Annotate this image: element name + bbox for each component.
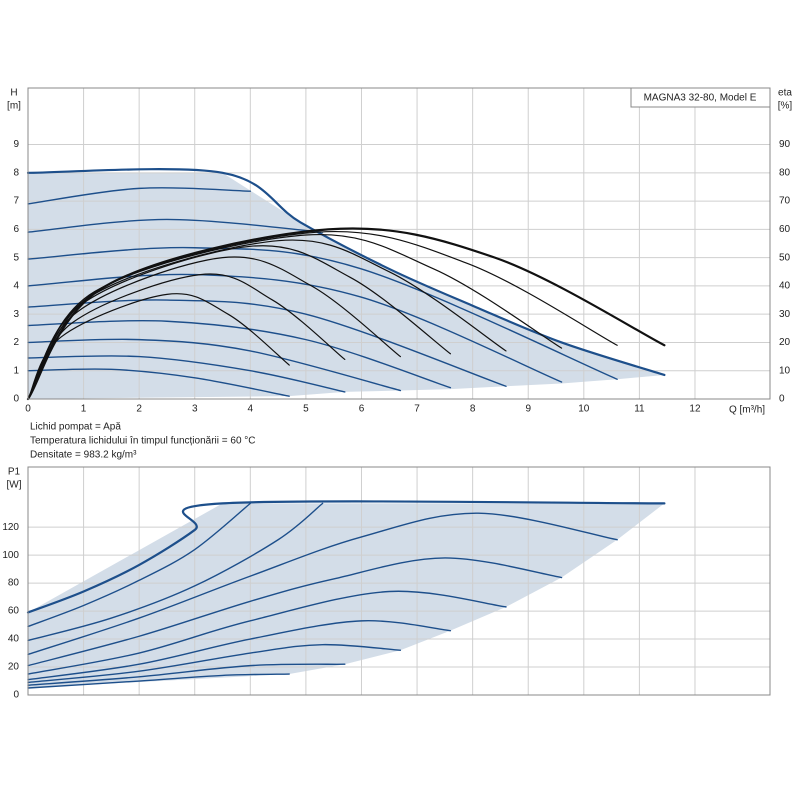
performance-curve — [27, 273, 563, 383]
performance-curve — [27, 590, 507, 675]
performance-curve — [27, 557, 563, 667]
x-tick-label: 6 — [359, 404, 365, 415]
series-group — [26, 168, 666, 401]
performance-curve — [27, 299, 507, 387]
x-tick-label: 11 — [634, 404, 645, 415]
performance-curve — [27, 673, 290, 689]
note: Temperatura lichidului în timpul funcțio… — [30, 436, 256, 447]
y2-tick-label: 40 — [779, 281, 791, 292]
series-group — [26, 500, 666, 689]
note: Densitate = 983.2 kg/m³ — [30, 450, 137, 461]
x-tick-label: 7 — [414, 404, 420, 415]
y2-tick-label: 80 — [779, 167, 791, 178]
plot-frame — [27, 87, 771, 400]
x-tick-label: 10 — [578, 404, 590, 415]
y-axis-label: H — [10, 88, 17, 99]
y2-axis-unit: [%] — [778, 101, 793, 112]
performance-curve — [27, 338, 402, 392]
y-tick-label: 9 — [13, 139, 19, 150]
note: Lichid pompat = Apă — [30, 422, 121, 433]
y-tick-label: 4 — [13, 281, 19, 292]
y-axis-unit: [W] — [7, 480, 22, 491]
performance-curve — [27, 319, 452, 389]
y-tick-label: 20 — [8, 662, 20, 673]
x-tick-label: 8 — [470, 404, 476, 415]
y-tick-label: 8 — [13, 167, 19, 178]
y2-tick-label: 20 — [779, 337, 791, 348]
performance-curve — [27, 663, 346, 686]
y-tick-label: 0 — [13, 394, 19, 405]
performance-curve — [26, 500, 666, 614]
efficiency-curve — [26, 227, 666, 401]
y-tick-label: 60 — [8, 606, 20, 617]
efficiency-curve — [27, 233, 563, 400]
y-tick-label: 3 — [13, 309, 19, 320]
x-tick-label: 3 — [192, 404, 198, 415]
performance-curve — [27, 218, 324, 233]
performance-curve — [27, 187, 252, 205]
y-tick-label: 120 — [2, 522, 19, 533]
y-axis-label: P1 — [8, 467, 21, 478]
y-tick-label: 1 — [13, 365, 19, 376]
y2-tick-label: 90 — [779, 139, 791, 150]
y2-tick-label: 10 — [779, 365, 791, 376]
efficiency-curve — [27, 256, 401, 400]
performance-curve — [27, 643, 402, 684]
x-tick-label: 12 — [689, 404, 701, 415]
y-tick-label: 100 — [2, 550, 19, 561]
y2-tick-label: 70 — [779, 196, 791, 207]
x-tick-label: 1 — [81, 404, 87, 415]
y-tick-label: 7 — [13, 196, 19, 207]
y-tick-label: 6 — [13, 224, 19, 235]
performance-curve — [27, 246, 618, 380]
model-annotation: MAGNA3 32-80, Model E — [644, 93, 757, 104]
operating-area — [28, 503, 665, 689]
y2-tick-label: 60 — [779, 224, 791, 235]
y-axis-unit: [m] — [7, 101, 21, 112]
performance-curve — [27, 620, 452, 681]
performance-curve — [27, 355, 346, 393]
y-tick-label: 80 — [8, 578, 20, 589]
y2-tick-label: 30 — [779, 309, 791, 320]
x-tick-label: 0 — [25, 404, 31, 415]
y2-tick-label: 50 — [779, 252, 791, 263]
efficiency-curve — [27, 230, 618, 400]
y-tick-label: 2 — [13, 337, 19, 348]
x-axis-label: Q [m³/h] — [729, 405, 765, 416]
x-tick-label: 9 — [525, 404, 531, 415]
plot-frame — [27, 466, 771, 696]
x-tick-label: 2 — [136, 404, 142, 415]
y-tick-label: 5 — [13, 252, 19, 263]
y-tick-label: 40 — [8, 634, 20, 645]
y-tick-label: 0 — [13, 690, 19, 701]
y2-tick-label: 0 — [779, 394, 785, 405]
y2-axis-label: eta — [778, 88, 792, 99]
annotation-box — [630, 87, 771, 108]
x-tick-label: 4 — [248, 404, 254, 415]
x-tick-label: 5 — [303, 404, 309, 415]
performance-curve — [26, 168, 666, 377]
performance-curve — [27, 502, 324, 642]
performance-curve — [27, 368, 290, 397]
performance-curve — [27, 512, 618, 656]
performance-curve — [27, 502, 252, 628]
